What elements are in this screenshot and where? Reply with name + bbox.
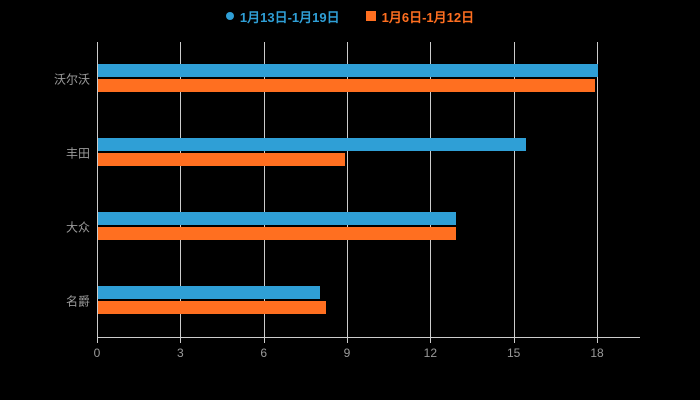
- bar-group-沃尔沃: [98, 42, 640, 116]
- y-axis-label-沃尔沃: 沃尔沃: [53, 72, 90, 87]
- bar-group-大众: [98, 190, 640, 264]
- x-axis-label: 9: [343, 346, 351, 360]
- x-axis-label: 15: [506, 346, 521, 360]
- legend-label: 1月13日-1月19日: [239, 9, 340, 25]
- axis-tick: [97, 338, 98, 343]
- bar-group-名爵: [98, 264, 640, 338]
- axis-tick: [347, 338, 348, 343]
- bar-名爵-series-0[interactable]: [98, 286, 321, 299]
- gridline: [430, 42, 432, 337]
- gridline: [263, 42, 265, 337]
- x-axis-label: 6: [260, 346, 267, 360]
- axis-tick: [597, 338, 598, 343]
- axis-tick: [180, 338, 182, 343]
- x-axis-label: 12: [423, 346, 438, 360]
- axis-tick: [263, 338, 265, 343]
- x-axis-label: 3: [176, 346, 184, 360]
- bar-大众-series-0[interactable]: [98, 212, 457, 225]
- bar-group-丰田: [98, 116, 640, 190]
- bar-沃尔沃-series-0[interactable]: [98, 64, 598, 77]
- x-axis-label: 18: [590, 346, 604, 360]
- legend-item-0[interactable]: 1月13日-1月19日: [225, 7, 340, 26]
- bar-丰田-series-0[interactable]: [98, 138, 526, 151]
- axis-tick: [513, 338, 515, 343]
- axis-tick: [430, 338, 432, 343]
- bar-大众-series-1[interactable]: [98, 227, 457, 240]
- legend-label: 1月6日-1月12日: [381, 9, 475, 25]
- gridline: [180, 42, 182, 337]
- legend-item-1[interactable]: 1月6日-1月12日: [365, 7, 475, 26]
- y-axis-label-丰田: 丰田: [65, 146, 90, 161]
- y-axis-label-大众: 大众: [65, 220, 90, 235]
- bar-沃尔沃-series-1[interactable]: [98, 79, 596, 92]
- gridline: [347, 42, 348, 337]
- legend: 1月13日-1月19日 1月6日-1月12日: [0, 6, 700, 26]
- legend-marker-square-icon: [365, 11, 376, 21]
- bar-名爵-series-1[interactable]: [98, 301, 326, 314]
- bar-丰田-series-1[interactable]: [98, 153, 346, 166]
- y-axis-label-名爵: 名爵: [65, 294, 90, 309]
- gridline: [513, 42, 515, 337]
- gridline: [597, 42, 598, 337]
- x-axis-label: 0: [93, 346, 101, 360]
- plot-area: [97, 42, 640, 338]
- legend-marker-circle-icon: [225, 12, 234, 20]
